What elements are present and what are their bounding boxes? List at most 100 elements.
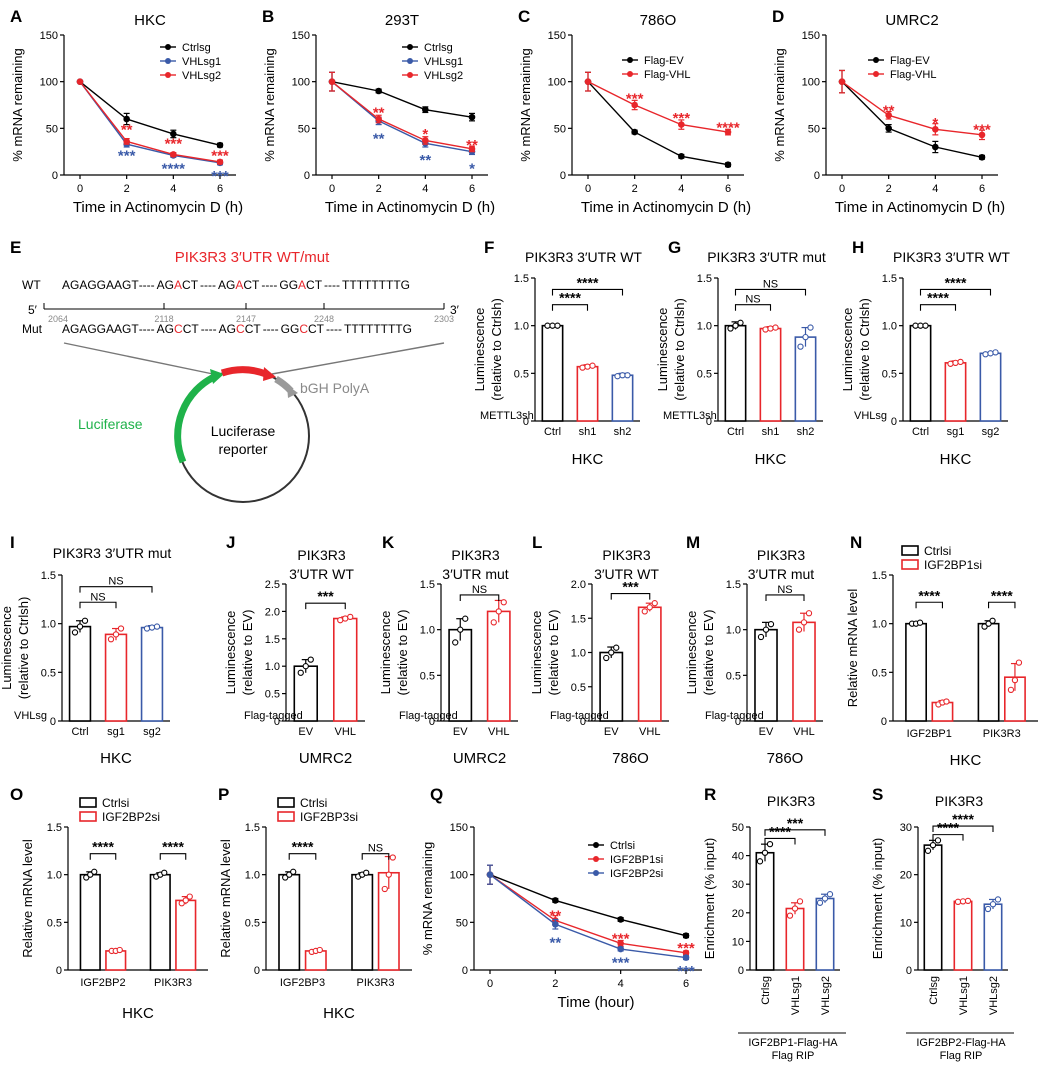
replicate-point [337,617,344,624]
replicate-point [457,626,464,633]
chart-panel-j: PIK3R3 3′UTR WT 0 0.5 1.0 1.5 2.0 2.5 Luminescen… [223,547,365,767]
legend-swatch-dot [165,58,171,64]
y-tick-label: 0.5 [697,368,712,380]
sequence-site: C [236,322,245,336]
replicate-point [762,626,770,633]
chart-panel-d: UMRC2 0 50 100 150 % mRNA remaining 0 2 4 6 Time i… [772,12,1005,216]
x-tick-label: sg1 [947,426,965,438]
y-tick-label: 0 [881,716,887,728]
y-axis-label: (relative to EV) [701,610,716,696]
y-axis-label: % mRNA remaining [10,48,25,161]
x-tick-label: 0 [487,978,493,990]
significance-bracket [79,601,117,609]
replicate-point [795,626,803,633]
panel-letters: A B C D E F G H I J K L M N O P Q R S [10,7,883,804]
replicate-point [802,333,809,341]
replicate-point [500,599,507,606]
y-axis-label: Luminescence [223,611,238,695]
sequence-segment: CT [183,322,200,336]
significance-bracket [610,593,651,600]
data-point [468,113,476,121]
data-point [885,111,892,119]
chart-panel-a: HKC 0 50 100 150 % mRNA remaining 0 2 4 6 Time in … [10,12,243,216]
sequence-segment: GG [281,322,300,336]
e-connector-left [63,342,214,375]
e-mut-label: Mut [22,322,43,336]
x-axis-label: 786O [767,750,804,767]
panel-letter-j: J [226,533,235,552]
chart-panel-r: PIK3R3 0 10 20 30 40 50 Enrichment (% input) Ctr… [702,793,846,1062]
significance-bracket [79,586,153,593]
chart-panel-k: PIK3R3 3′UTR mut 0 0.5 1.0 1.5 Luminescence (re… [378,547,518,767]
legend-label: Ctrlsg [182,42,211,54]
y-tick-label: 20 [900,870,912,882]
y-tick-label: 1.5 [47,822,62,834]
significance-mark: ** [883,103,895,120]
y-tick-label: 30 [900,822,912,834]
y-axis-label: Enrichment (% input) [870,838,885,959]
replicate-point [589,362,596,369]
data-point [682,932,690,939]
x-tick-label: PIK3R3 [983,728,1021,740]
significance-bracket [459,594,500,601]
sequence-gap: ---- [324,278,340,292]
replicate-point [947,360,954,367]
y-axis-label: Enrichment (% input) [702,838,717,959]
y-axis-label: (relative to Ctrlsh) [857,298,872,401]
y-tick-label: 2.0 [265,606,280,618]
y-tick-label: 100 [450,870,468,882]
bar [486,610,511,722]
position-label: 2248 [314,314,334,324]
replicate-point [912,322,919,329]
replicate-point [952,359,959,366]
data-point [123,115,130,123]
legend-label: IGF2BP1si [924,558,982,572]
y-tick-label: 100 [292,77,310,89]
replicate-point [766,841,774,848]
data-point [123,138,130,145]
panel-letter-o: O [10,785,23,804]
y-axis-label: % mRNA remaining [518,48,533,161]
x-tick-label: 4 [678,183,684,195]
series-line [331,81,473,153]
chart-title: PIK3R3 [602,547,650,563]
significance-mark: * [469,161,475,178]
x-tick-label: 6 [725,183,731,195]
utr-arc [220,366,268,378]
significance-mark: *** [626,91,644,108]
data-point [678,153,685,160]
bar [944,362,967,422]
legend-label: IGF2BP3si [300,810,358,824]
y-axis-label: Luminescence [472,308,487,392]
significance-mark: *** [677,940,695,957]
replicate-point [603,654,610,662]
y-tick-label: 0 [523,416,529,428]
y-tick-label: 2.0 [571,579,586,591]
replicate-point [71,629,79,636]
bar [977,622,1000,722]
legend-swatch-dot [407,58,413,64]
y-axis-label: (relative to Ctrlsh) [672,298,687,401]
significance-mark: *** [677,963,695,980]
data-point [328,78,336,85]
x-axis-label: Time in Actinomycin D (h) [325,199,495,216]
legend-swatch-dot [627,71,633,77]
legend-label: IGF2BP1si [610,854,663,866]
y-tick-label: 1.0 [245,870,260,882]
replicate-point [959,898,967,905]
bar [759,327,782,422]
replicate-point [954,898,962,905]
sequence-gap: ---- [326,322,342,336]
y-tick-label: 0 [274,716,280,728]
significance-bracket [932,834,964,841]
replicate-point [989,901,997,908]
series-line [841,81,983,158]
y-axis-label: Luminescence [529,611,544,695]
bar [724,324,747,422]
chart-title: 293T [385,12,419,29]
legend-swatch [901,559,919,570]
significance-bracket [764,837,796,845]
significance-mark: * [932,115,938,132]
significance-mark: **** [945,274,967,290]
x-tick-label: sh1 [579,426,597,438]
